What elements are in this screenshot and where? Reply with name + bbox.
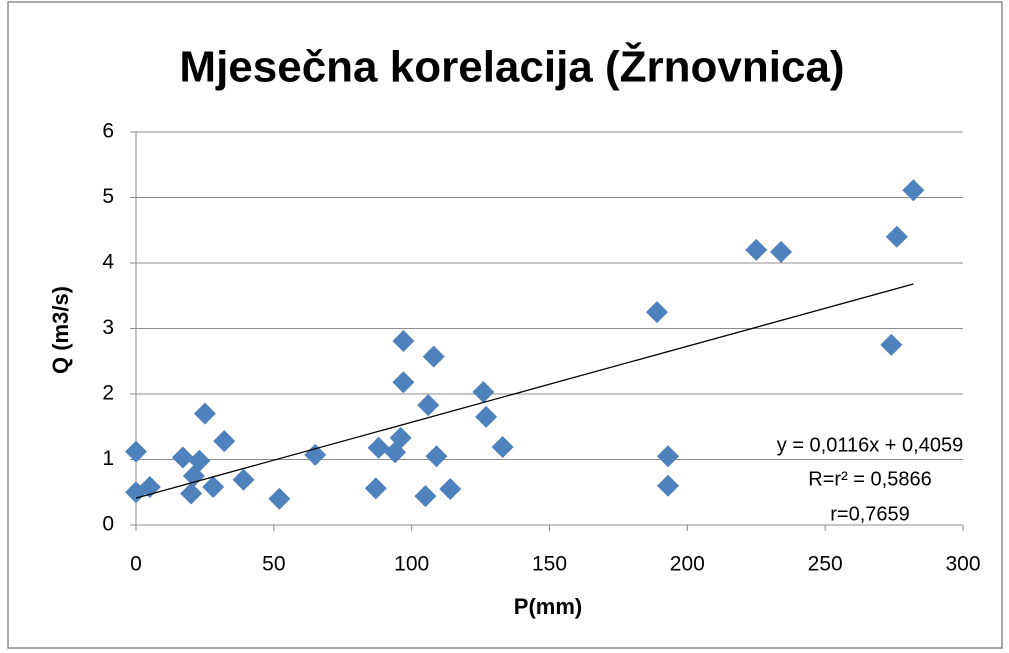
y-tick-label: 0 — [102, 513, 114, 536]
x-tick-label: 100 — [394, 553, 429, 576]
data-point — [232, 468, 255, 491]
data-point — [745, 238, 768, 261]
data-point — [425, 445, 448, 468]
data-point — [268, 487, 291, 510]
data-point — [389, 426, 412, 449]
x-axis-label: P(mm) — [514, 594, 582, 619]
data-point — [364, 477, 387, 500]
data-point — [193, 402, 216, 425]
data-point — [392, 329, 415, 352]
trendline-annotation: R=r² = 0,5866 — [808, 468, 931, 490]
data-point — [439, 477, 462, 500]
data-point — [770, 240, 793, 263]
trendline-annotation: r=0,7659 — [830, 503, 910, 525]
data-point — [657, 474, 680, 497]
y-tick-label: 1 — [102, 447, 114, 470]
chart-frame — [7, 1, 1003, 649]
y-tick-label: 4 — [102, 251, 114, 274]
trendline-annotation: y = 0,0116x + 0,4059 — [777, 434, 963, 456]
y-tick-label: 2 — [102, 382, 114, 405]
x-tick-label: 250 — [808, 553, 843, 576]
data-point — [472, 381, 495, 404]
data-point — [475, 405, 498, 428]
data-point — [414, 485, 437, 508]
data-point — [213, 430, 236, 453]
data-point — [646, 301, 669, 324]
data-point — [125, 440, 147, 463]
chart-title: Mjesečna korelacija (Žrnovnica) — [179, 42, 844, 92]
data-point — [657, 445, 680, 468]
y-tick-label: 6 — [102, 120, 114, 143]
data-point — [422, 345, 445, 368]
data-point — [880, 333, 903, 356]
data-point — [202, 476, 225, 499]
data-point — [180, 482, 203, 505]
data-point — [188, 449, 211, 472]
x-tick-label: 50 — [262, 553, 285, 576]
data-point — [417, 394, 440, 417]
data-point — [367, 436, 390, 459]
data-point — [171, 446, 194, 469]
y-tick-label: 3 — [102, 316, 114, 339]
x-tick-label: 150 — [532, 553, 567, 576]
data-point — [491, 436, 514, 459]
x-tick-label: 0 — [130, 553, 142, 576]
data-point — [885, 225, 908, 248]
data-point — [392, 371, 415, 394]
y-tick-label: 5 — [102, 185, 114, 208]
x-tick-label: 200 — [670, 553, 705, 576]
trendline — [135, 283, 914, 499]
y-axis-label: Q (m3/s) — [48, 286, 73, 374]
data-point — [902, 179, 925, 202]
data-point — [304, 443, 327, 466]
x-tick-label: 300 — [945, 553, 980, 576]
